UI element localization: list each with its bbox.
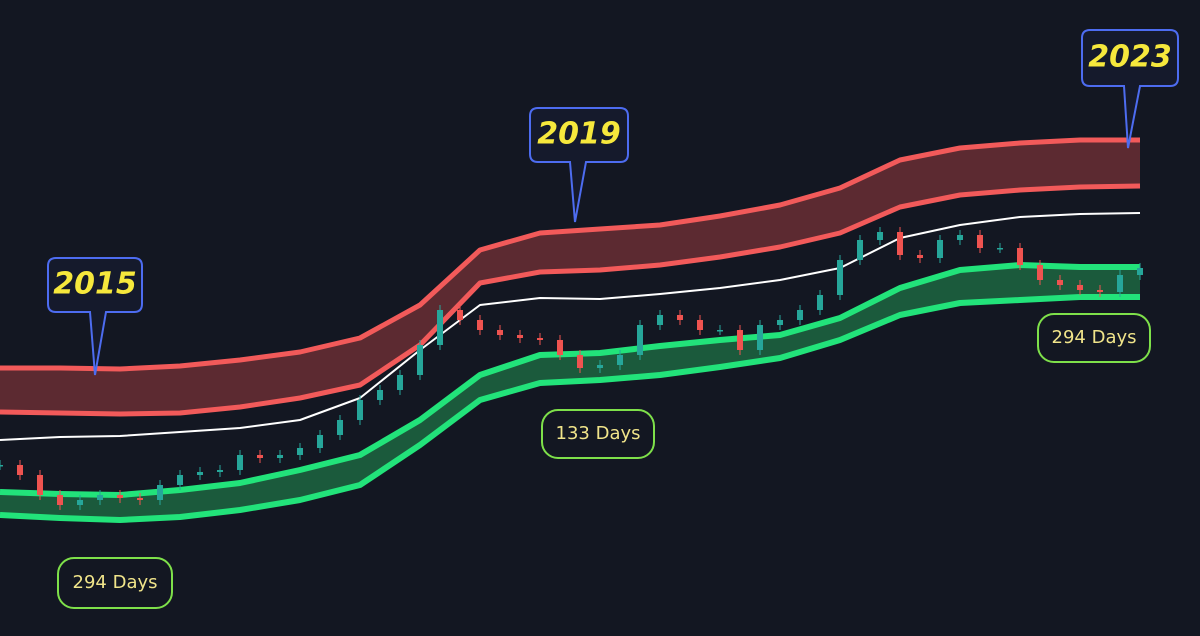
candle <box>737 330 743 350</box>
candle <box>877 232 883 240</box>
candle <box>1037 265 1043 280</box>
callout-box <box>47 257 143 376</box>
candle <box>637 325 643 355</box>
band-fill <box>0 140 1140 414</box>
candle <box>0 465 3 467</box>
band-fill <box>0 265 1140 520</box>
candle <box>697 320 703 330</box>
candle <box>717 330 723 332</box>
candle <box>297 448 303 455</box>
candle <box>797 310 803 320</box>
candle <box>217 470 223 472</box>
candle <box>97 495 103 500</box>
candle <box>997 248 1003 250</box>
candle <box>537 338 543 340</box>
candle <box>657 315 663 325</box>
candle <box>17 465 23 475</box>
candle <box>317 435 323 448</box>
year-label: 2019 <box>537 117 621 152</box>
candle <box>497 330 503 335</box>
year-label: 2015 <box>53 267 137 302</box>
year-label: 2023 <box>1088 40 1172 75</box>
days-label: 133 Days <box>556 423 641 444</box>
days-label: 294 Days <box>73 572 158 593</box>
callout-box <box>1081 29 1179 149</box>
candle <box>77 500 83 505</box>
candle <box>857 240 863 260</box>
candle <box>757 325 763 350</box>
candle <box>37 475 43 495</box>
candle <box>677 315 683 320</box>
candle <box>117 495 123 498</box>
candle <box>1017 248 1023 265</box>
candle <box>977 235 983 248</box>
callout <box>47 29 1179 376</box>
candle <box>417 345 423 375</box>
candle <box>197 472 203 475</box>
band-line <box>0 294 1140 523</box>
candle <box>1117 275 1123 292</box>
candle <box>457 310 463 320</box>
days-box <box>541 409 655 459</box>
candle <box>57 495 63 505</box>
candle <box>617 355 623 365</box>
days-label: 294 Days <box>1052 327 1137 348</box>
candle <box>357 400 363 420</box>
band-line <box>0 183 1141 417</box>
band-line <box>0 137 1140 372</box>
days-box <box>57 557 173 609</box>
candle <box>517 335 523 338</box>
candle <box>897 232 903 255</box>
band-line <box>0 212 1141 441</box>
candle <box>777 320 783 325</box>
candle <box>957 235 963 240</box>
candle <box>237 455 243 470</box>
plot <box>0 137 1143 523</box>
candle <box>1137 268 1143 275</box>
candle <box>817 295 823 310</box>
candle <box>377 390 383 400</box>
candle <box>337 420 343 435</box>
candle <box>397 375 403 390</box>
candle <box>257 455 263 458</box>
candle <box>1077 285 1083 290</box>
candle <box>137 498 143 500</box>
days-box <box>1037 313 1151 363</box>
candle <box>437 310 443 345</box>
candle <box>557 340 563 355</box>
band-line <box>0 262 1140 498</box>
callout-box <box>529 107 629 223</box>
candle <box>917 255 923 258</box>
candle <box>477 320 483 330</box>
candle <box>597 365 603 368</box>
candle <box>1097 290 1103 292</box>
candle <box>837 260 843 295</box>
candle <box>577 355 583 368</box>
candle <box>157 485 163 500</box>
candle <box>177 475 183 485</box>
candle <box>277 455 283 458</box>
candle <box>1057 280 1063 285</box>
candle <box>937 240 943 258</box>
